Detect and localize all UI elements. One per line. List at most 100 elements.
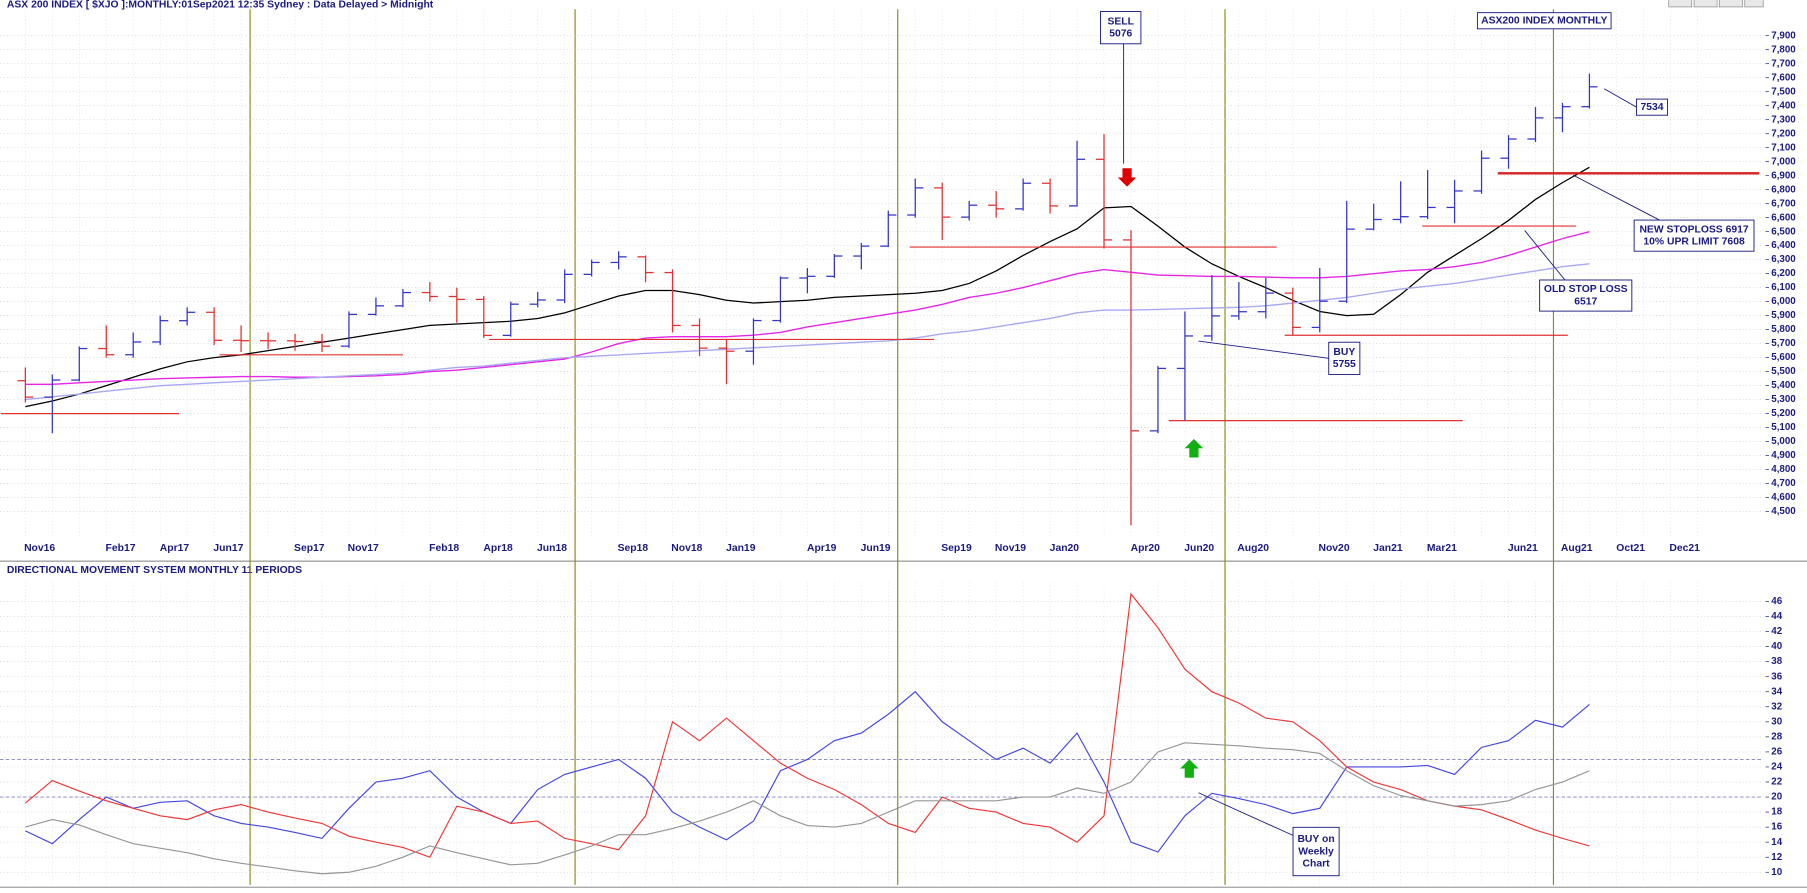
ohlc-bar: [502, 301, 519, 337]
callout-box: [1635, 98, 1669, 116]
callout-leader: [1572, 174, 1660, 221]
y-tick-label: 4,600: [1771, 492, 1796, 503]
y-tick-label: 6,300: [1771, 254, 1796, 265]
y-tick-label: 5,300: [1771, 394, 1796, 405]
ohlc-bar: [745, 318, 762, 365]
y-tick-label: 32: [1771, 701, 1782, 712]
y-tick-label: 7,700: [1771, 58, 1796, 69]
ohlc-bar: [1365, 203, 1382, 231]
x-tick-label: Apr19: [807, 543, 837, 554]
callout-text: NEW STOPLOSS 6917: [1639, 224, 1748, 235]
y-tick-label: 40: [1771, 641, 1782, 652]
ohlc-bar: [799, 268, 816, 294]
y-tick-label: 30: [1771, 716, 1782, 727]
ohlc-bar: [1176, 311, 1193, 421]
y-tick-label: 5,900: [1771, 310, 1796, 321]
y-tick-label: 5,000: [1771, 436, 1796, 447]
y-tick-label: 6,400: [1771, 240, 1796, 251]
y-tick-label: 7,800: [1771, 44, 1796, 55]
ohlc-bar: [1149, 366, 1167, 434]
ohlc-bar: [17, 367, 34, 403]
callout-box: [1292, 826, 1340, 877]
y-tick-label: 6,900: [1771, 170, 1796, 181]
ohlc-bar: [71, 346, 88, 382]
y-tick-label: 44: [1771, 611, 1782, 622]
callout-text: Weekly: [1298, 846, 1334, 857]
nav-button[interactable]: [1744, 0, 1764, 8]
x-tick-label: Jan21: [1373, 543, 1403, 554]
y-tick-label: 7,300: [1771, 114, 1796, 125]
ohlc-bar: [1095, 134, 1113, 249]
y-tick-label: 7,000: [1771, 156, 1796, 167]
ohlc-bar: [934, 182, 951, 241]
x-tick-label: Oct21: [1616, 543, 1645, 554]
ohlc-bar: [1284, 287, 1301, 336]
ohlc-bar: [233, 325, 250, 353]
y-tick-label: 7,600: [1771, 72, 1796, 83]
y-tick-label: 36: [1771, 671, 1782, 682]
y-tick-label: 38: [1771, 656, 1782, 667]
y-tick-label: 5,100: [1771, 422, 1796, 433]
ohlc-bar: [826, 254, 843, 278]
moving-average: [25, 231, 1590, 385]
y-tick-label: 14: [1771, 837, 1782, 848]
x-tick-label: Feb18: [429, 543, 459, 554]
callout-box: [1539, 279, 1633, 312]
y-tick-label: 5,200: [1771, 408, 1796, 419]
callout-text: Chart: [1303, 858, 1331, 869]
y-tick-label: 6,600: [1771, 212, 1796, 223]
ohlc-bar: [610, 251, 627, 270]
y-tick-label: 20: [1771, 792, 1782, 803]
ohlc-bar: [1203, 275, 1220, 341]
ohlc-bar: [718, 339, 735, 385]
y-tick-label: 12: [1771, 852, 1782, 863]
x-tick-label: Aug20: [1237, 543, 1269, 554]
y-tick-label: 6,100: [1771, 282, 1796, 293]
ohlc-bar: [286, 333, 304, 351]
callout-text: 5755: [1333, 359, 1356, 370]
y-tick-label: 5,400: [1771, 380, 1796, 391]
y-tick-label: 7,400: [1771, 100, 1796, 111]
ohlc-bar: [1500, 135, 1517, 169]
y-tick-label: 6,700: [1771, 198, 1796, 209]
ohlc-bar: [1527, 107, 1544, 143]
signal-arrow: [1117, 168, 1137, 187]
x-tick-label: Jan20: [1050, 543, 1080, 554]
y-tick-label: 7,500: [1771, 86, 1796, 97]
x-tick-label: Mar21: [1427, 543, 1457, 554]
y-tick-label: 4,800: [1771, 464, 1796, 475]
y-tick-label: 7,200: [1771, 128, 1796, 139]
x-tick-label: Nov20: [1318, 543, 1349, 554]
x-tick-label: Apr20: [1131, 543, 1161, 554]
y-tick-label: 42: [1771, 626, 1782, 637]
x-tick-label: Apr18: [483, 543, 513, 554]
callout-text: BUY on: [1297, 834, 1334, 845]
ohlc-bar: [179, 307, 196, 326]
x-tick-label: Nov18: [671, 543, 702, 554]
ohlc-bar: [1015, 178, 1032, 211]
ohlc-bar: [259, 332, 277, 350]
x-tick-label: Apr17: [160, 543, 190, 554]
x-tick-label: Aug21: [1561, 543, 1593, 554]
ohlc-bar: [313, 333, 331, 353]
x-tick-label: Jun19: [861, 543, 891, 554]
y-tick-label: 5,600: [1771, 352, 1796, 363]
nav-button[interactable]: [1693, 0, 1718, 8]
nav-button[interactable]: [1668, 0, 1693, 8]
callout-box: [1328, 341, 1361, 375]
nav-button[interactable]: [1719, 0, 1743, 8]
x-tick-label: Sep17: [294, 543, 325, 554]
ohlc-bar: [664, 269, 681, 333]
y-tick-label: 6,200: [1771, 268, 1796, 279]
chart-title: ASX 200 INDEX [ $XJO ]:MONTHLY:01Sep2021…: [7, 0, 434, 10]
callout-text: 6517: [1574, 296, 1597, 307]
callout-text: 5076: [1109, 28, 1132, 39]
x-tick-label: Feb17: [106, 543, 136, 554]
ohlc-bar: [1338, 200, 1355, 304]
moving-average: [25, 166, 1590, 408]
ohlc-bar: [853, 242, 870, 270]
x-tick-label: Nov17: [348, 543, 379, 554]
